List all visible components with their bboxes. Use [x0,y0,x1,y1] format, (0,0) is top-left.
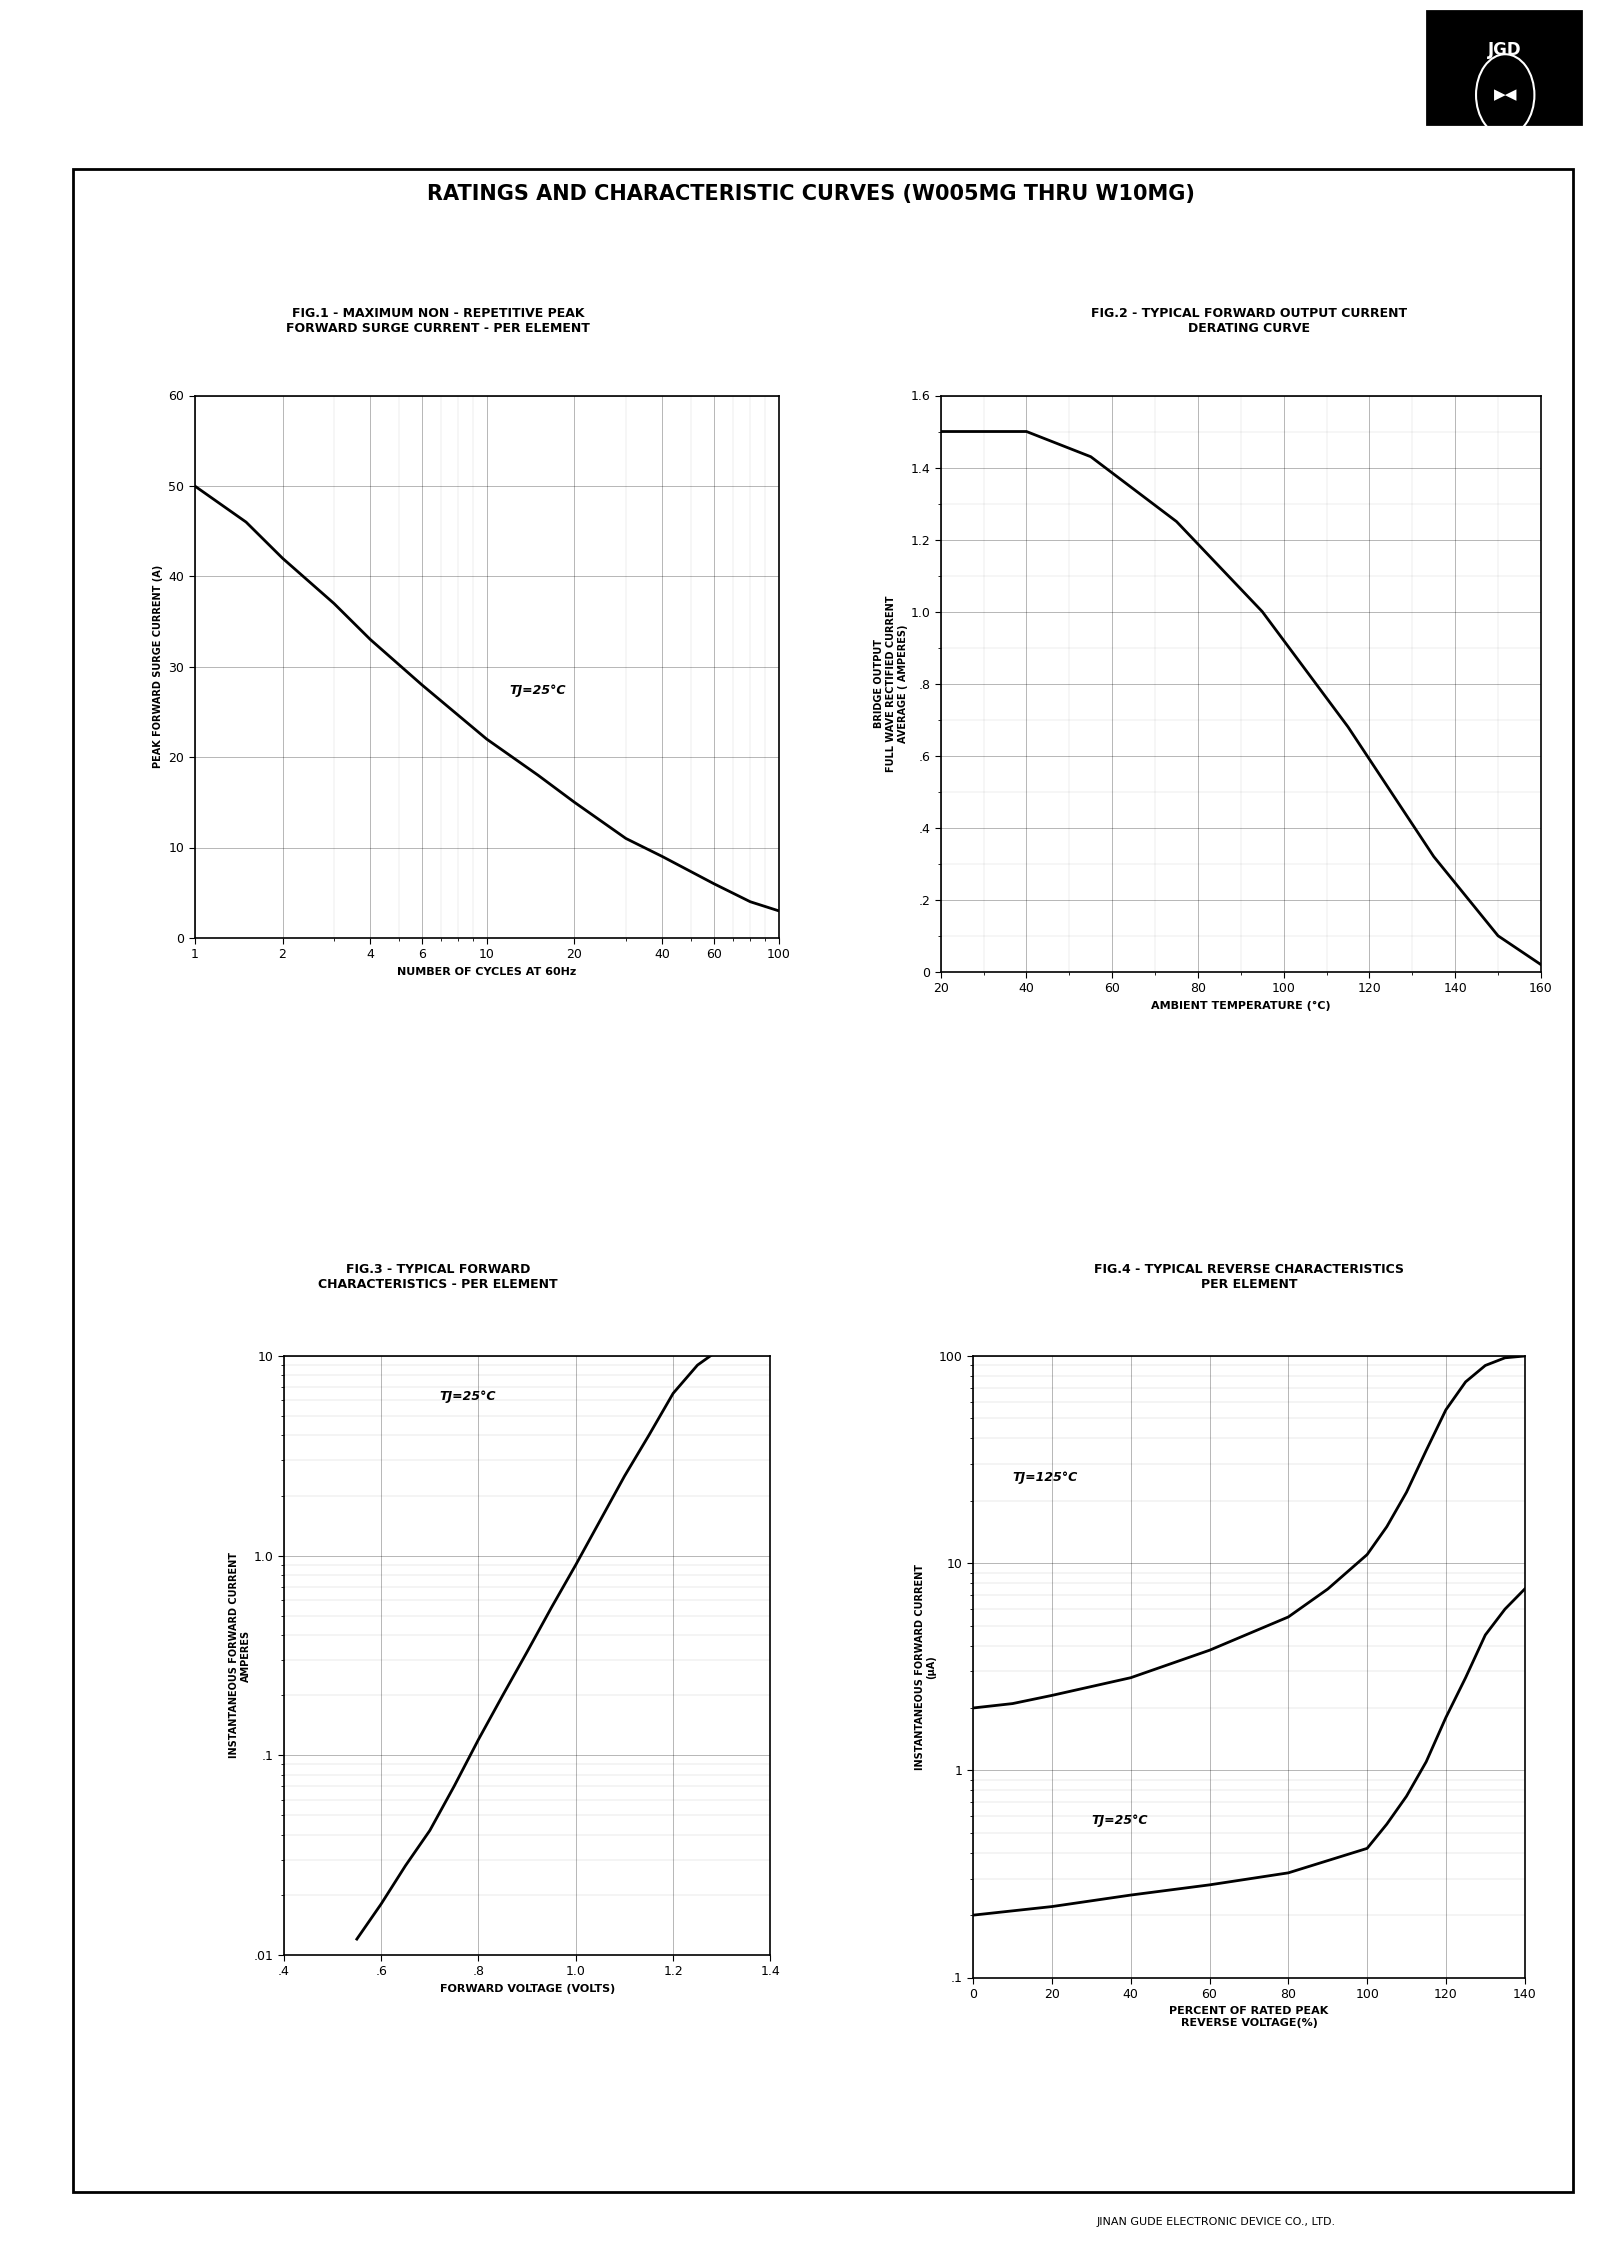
X-axis label: FORWARD VOLTAGE (VOLTS): FORWARD VOLTAGE (VOLTS) [440,1984,615,1993]
Text: ▶◀: ▶◀ [1494,88,1517,102]
X-axis label: AMBIENT TEMPERATURE (°C): AMBIENT TEMPERATURE (°C) [1152,1001,1330,1010]
Text: JINAN GUDE ELECTRONIC DEVICE CO., LTD.: JINAN GUDE ELECTRONIC DEVICE CO., LTD. [1096,2217,1337,2226]
X-axis label: PERCENT OF RATED PEAK
REVERSE VOLTAGE(%): PERCENT OF RATED PEAK REVERSE VOLTAGE(%) [1169,2007,1328,2027]
Text: TJ=25°C: TJ=25°C [509,685,566,696]
Text: TJ=125°C: TJ=125°C [1012,1471,1079,1485]
X-axis label: NUMBER OF CYCLES AT 60Hz: NUMBER OF CYCLES AT 60Hz [397,967,576,976]
Text: TJ=25°C: TJ=25°C [1092,1815,1148,1826]
Text: TJ=25°C: TJ=25°C [440,1390,496,1403]
Y-axis label: INSTANTANEOUS FORWARD CURRENT
(μA): INSTANTANEOUS FORWARD CURRENT (μA) [915,1564,936,1770]
Bar [1427,11,1581,124]
Text: FIG.1 - MAXIMUM NON - REPETITIVE PEAK
FORWARD SURGE CURRENT - PER ELEMENT: FIG.1 - MAXIMUM NON - REPETITIVE PEAK FO… [285,307,590,334]
Y-axis label: PEAK FORWARD SURGE CURRENT (A): PEAK FORWARD SURGE CURRENT (A) [152,565,162,768]
Text: FIG.2 - TYPICAL FORWARD OUTPUT CURRENT
DERATING CURVE: FIG.2 - TYPICAL FORWARD OUTPUT CURRENT D… [1092,307,1406,334]
Text: FIG.3 - TYPICAL FORWARD
CHARACTERISTICS - PER ELEMENT: FIG.3 - TYPICAL FORWARD CHARACTERISTICS … [318,1263,558,1290]
Text: JGD: JGD [1489,41,1521,59]
Bar [73,170,1573,2192]
Y-axis label: INSTANTANEOUS FORWARD CURRENT
AMPERES: INSTANTANEOUS FORWARD CURRENT AMPERES [229,1553,251,1758]
Y-axis label: BRIDGE OUTPUT
FULL WAVE RECTIFIED CURRENT
AVERAGE ( AMPERES): BRIDGE OUTPUT FULL WAVE RECTIFIED CURREN… [874,594,908,773]
Text: FIG.4 - TYPICAL REVERSE CHARACTERISTICS
PER ELEMENT: FIG.4 - TYPICAL REVERSE CHARACTERISTICS … [1093,1263,1405,1290]
Text: RATINGS AND CHARACTERISTIC CURVES (W005MG THRU W10MG): RATINGS AND CHARACTERISTIC CURVES (W005M… [427,185,1195,203]
